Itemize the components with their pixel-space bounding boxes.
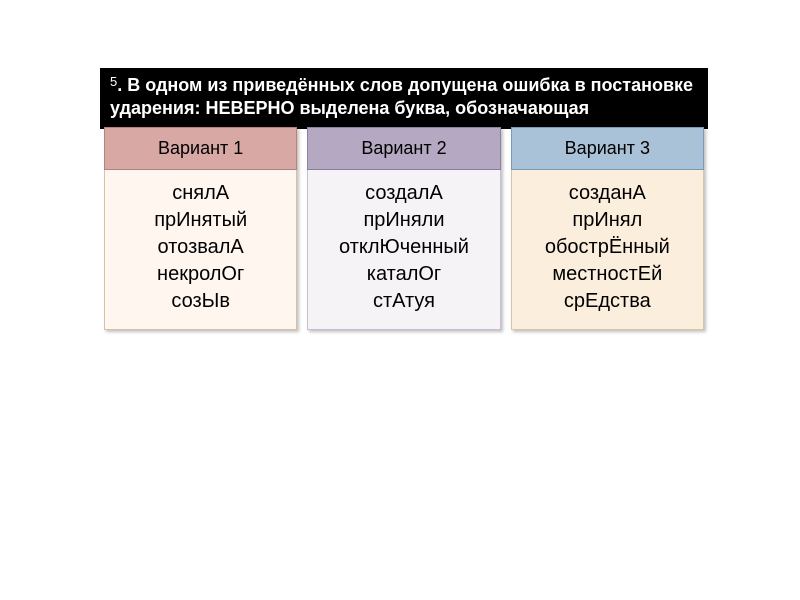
variant-2-word: отклЮченный (312, 234, 495, 261)
variant-3-header: Вариант 3 (511, 127, 704, 170)
question-line1: . В одном из приведённых слов допущена о… (117, 75, 693, 95)
variant-column-1: Вариант 1 снялА прИнятый отозвалА некрол… (104, 127, 297, 330)
variant-2-word: создалА (312, 180, 495, 207)
variant-1-word: созЫв (109, 288, 292, 315)
variant-2-word: каталОг (312, 261, 495, 288)
exercise-container: 5. В одном из приведённых слов допущена … (100, 68, 708, 330)
variant-1-body: снялА прИнятый отозвалА некролОг созЫв (104, 170, 297, 330)
variant-2-word: прИняли (312, 207, 495, 234)
variant-3-body: созданА прИнял обострЁнный местностЕй ср… (511, 170, 704, 330)
variant-1-word: снялА (109, 180, 292, 207)
variant-1-word: прИнятый (109, 207, 292, 234)
variants-row: Вариант 1 снялА прИнятый отозвалА некрол… (100, 127, 708, 330)
variant-3-word: прИнял (516, 207, 699, 234)
variant-1-word: некролОг (109, 261, 292, 288)
variant-1-word: отозвалА (109, 234, 292, 261)
variant-2-body: создалА прИняли отклЮченный каталОг стАт… (307, 170, 500, 330)
variant-2-word: стАтуя (312, 288, 495, 315)
variant-column-3: Вариант 3 созданА прИнял обострЁнный мес… (511, 127, 704, 330)
variant-3-word: срЕдства (516, 288, 699, 315)
question-line2: ударения: НЕВЕРНО выделена буква, обозна… (110, 98, 589, 118)
variant-3-word: обострЁнный (516, 234, 699, 261)
variant-2-header: Вариант 2 (307, 127, 500, 170)
variant-3-word: местностЕй (516, 261, 699, 288)
variant-column-2: Вариант 2 создалА прИняли отклЮченный ка… (307, 127, 500, 330)
variant-3-word: созданА (516, 180, 699, 207)
question-header: 5. В одном из приведённых слов допущена … (100, 68, 708, 129)
variant-1-header: Вариант 1 (104, 127, 297, 170)
